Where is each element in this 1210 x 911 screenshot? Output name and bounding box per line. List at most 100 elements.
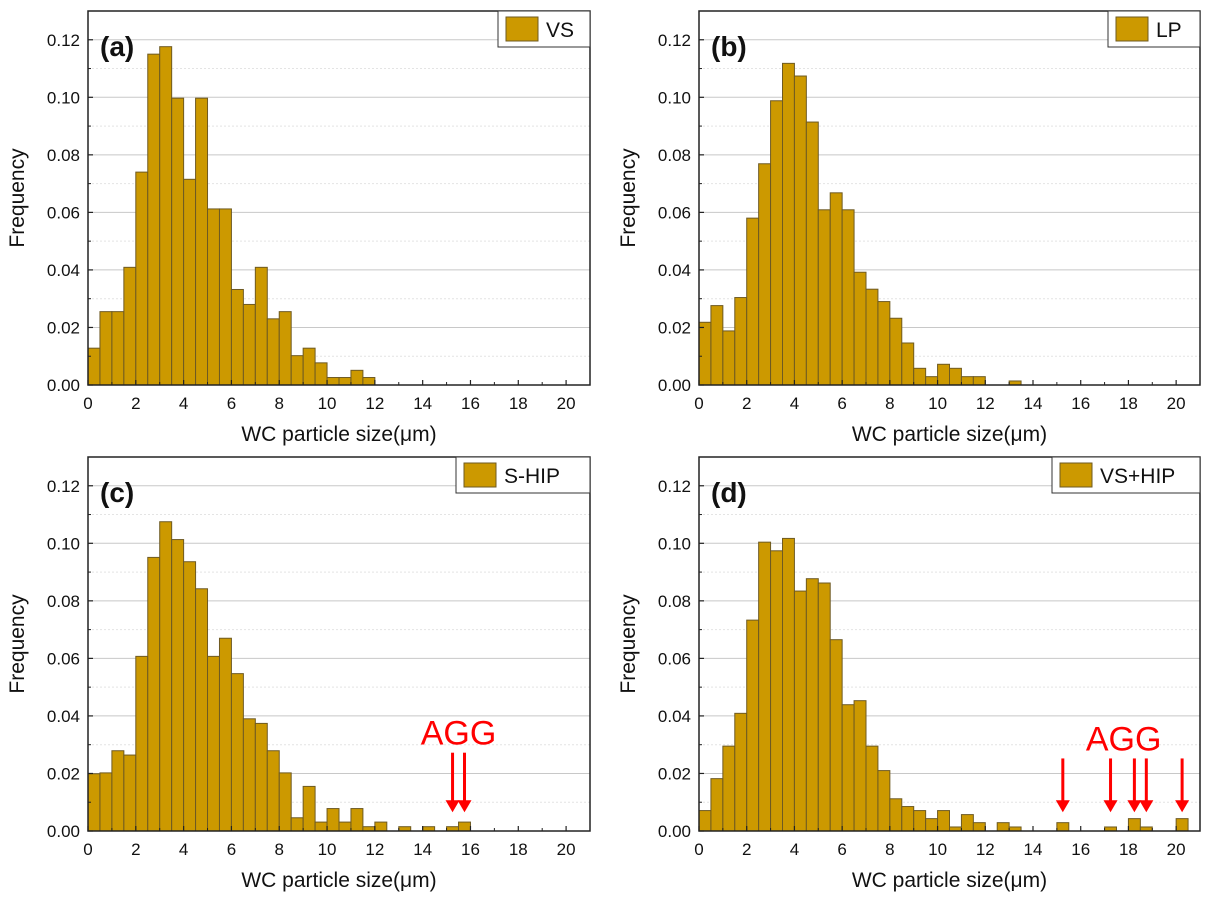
histogram-bar	[710, 778, 724, 832]
panel-label: (b)	[711, 31, 747, 62]
x-tick-label: 16	[1071, 394, 1090, 413]
histogram-bar	[817, 582, 831, 832]
histogram-bar	[159, 46, 173, 386]
legend-swatch	[463, 462, 497, 488]
histogram-bar	[805, 121, 819, 386]
histogram-bar	[147, 556, 161, 832]
chart-panel-a: 0.00 0.02 0.04 0.06 0.08 0.10 0.12 0 2 4 6 8 10 12 14 1…	[6, 10, 591, 446]
plot-frame	[698, 456, 1201, 832]
x-tick-label: 4	[179, 840, 188, 859]
x-tick-label: 2	[742, 840, 751, 859]
histogram-bar	[1175, 818, 1189, 832]
legend-label: VS+HIP	[1100, 465, 1175, 488]
arrow-down-icon	[1127, 800, 1142, 813]
y-tick-label: 0.10	[47, 534, 80, 553]
legend-label: S-HIP	[504, 465, 560, 488]
panel-label: (a)	[100, 31, 134, 62]
histogram-bar	[853, 700, 867, 832]
histogram-bar	[290, 355, 304, 386]
plot-frame	[87, 456, 591, 832]
histogram-bar	[374, 821, 388, 832]
y-tick-label: 0.00	[47, 376, 80, 395]
x-tick-label: 0	[694, 394, 703, 413]
y-tick-label: 0.10	[47, 88, 80, 107]
histogram-bar	[195, 588, 209, 832]
x-tick-label: 8	[885, 394, 894, 413]
y-tick-label: 0.04	[658, 707, 691, 726]
x-tick-label: 2	[742, 394, 751, 413]
legend-label: VS	[546, 19, 574, 42]
agg-label: AGG	[1086, 720, 1162, 758]
histogram-bar	[242, 303, 256, 386]
x-tick-label: 16	[461, 840, 480, 859]
histogram-bar	[913, 367, 927, 386]
histogram-bar	[937, 363, 950, 386]
histogram-bar	[877, 301, 891, 386]
x-tick-label: 12	[976, 394, 995, 413]
y-tick-label: 0.00	[658, 822, 691, 841]
x-tick-label: 12	[365, 394, 384, 413]
histogram-bar	[242, 718, 256, 832]
y-tick-label: 0.02	[658, 764, 691, 783]
histogram-bar	[254, 266, 268, 386]
x-axis-label: WC particle size(μm)	[852, 869, 1047, 892]
y-axis-label: Frequency	[617, 148, 640, 248]
histogram-bar	[960, 376, 974, 386]
x-tick-label: 18	[509, 840, 528, 859]
histogram-bar	[949, 367, 962, 386]
plot-frame	[698, 10, 1201, 386]
x-tick-label: 14	[1024, 840, 1043, 859]
histogram-bar	[972, 822, 986, 832]
histogram-bar	[278, 311, 292, 386]
x-tick-label: 8	[275, 840, 284, 859]
chart-panel-d: 0.00 0.02 0.04 0.06 0.08 0.10 0.12 0 2 4 6 8 10 12 14 1…	[617, 456, 1201, 892]
x-tick-label: 10	[928, 840, 947, 859]
histogram-bar	[746, 619, 760, 832]
histogram-bar	[782, 537, 795, 832]
x-tick-label: 2	[131, 394, 140, 413]
histogram-bar	[1127, 818, 1141, 832]
histogram-bar	[782, 62, 795, 386]
x-tick-label: 20	[557, 840, 576, 859]
y-tick-label: 0.02	[47, 764, 80, 783]
x-tick-label: 4	[179, 394, 188, 413]
y-tick-label: 0.06	[47, 203, 80, 222]
legend-swatch	[1059, 462, 1093, 488]
histogram-bar	[123, 754, 137, 832]
histogram-bar	[996, 822, 1010, 832]
histogram-bar	[230, 673, 244, 832]
histogram-bar	[960, 814, 974, 832]
arrow-down-icon	[1103, 800, 1118, 813]
histogram-bar	[266, 318, 280, 386]
histogram-bar	[159, 521, 173, 832]
x-tick-label: 14	[413, 840, 432, 859]
y-axis-label: Frequency	[617, 594, 640, 694]
y-tick-label: 0.12	[47, 31, 80, 50]
legend-swatch	[505, 16, 539, 42]
x-tick-label: 10	[928, 394, 947, 413]
histogram-bar	[338, 821, 352, 832]
histogram-bar	[793, 75, 807, 386]
x-tick-label: 14	[1024, 394, 1043, 413]
y-tick-label: 0.12	[658, 477, 691, 496]
histogram-bar	[746, 217, 760, 386]
histogram-bar	[218, 637, 232, 832]
histogram-bar	[362, 377, 376, 386]
histogram-bar	[734, 297, 748, 386]
histogram-bar	[770, 550, 783, 832]
y-tick-label: 0.12	[658, 31, 691, 50]
x-tick-label: 16	[461, 394, 480, 413]
histogram-bar	[698, 810, 712, 832]
y-tick-label: 0.04	[47, 707, 80, 726]
histogram-bar	[458, 821, 471, 832]
x-tick-label: 0	[83, 840, 92, 859]
y-tick-label: 0.00	[47, 822, 80, 841]
histogram-bar	[326, 808, 340, 832]
y-tick-label: 0.02	[658, 318, 691, 337]
x-axis-label: WC particle size(μm)	[852, 423, 1047, 446]
x-tick-label: 4	[790, 394, 799, 413]
legend-label: LP	[1156, 19, 1182, 42]
y-tick-label: 0.08	[658, 146, 691, 165]
histogram-bar	[889, 798, 903, 832]
histogram-bar	[123, 266, 137, 386]
